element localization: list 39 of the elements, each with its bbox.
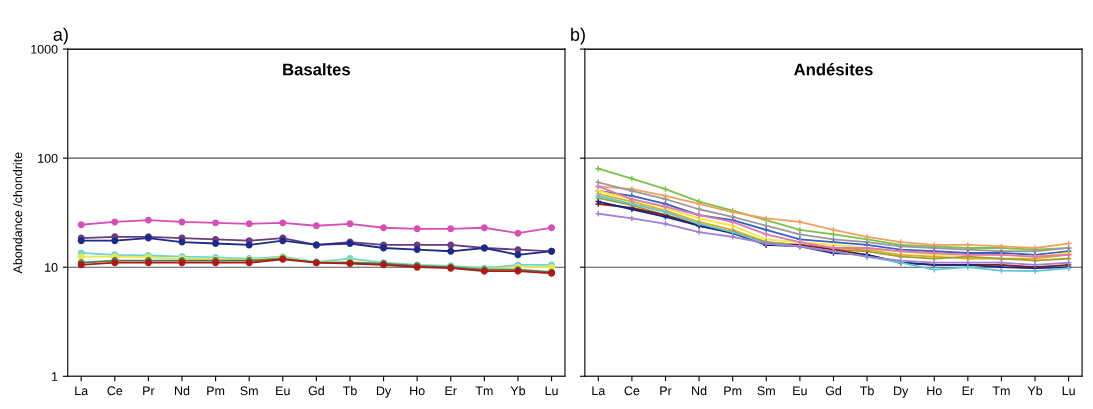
x-tick-label: Pr (660, 386, 672, 396)
x-tick-label: Sm (240, 386, 258, 396)
x-tick-label: Eu (793, 386, 807, 396)
x-tick-label: Nd (692, 386, 707, 396)
y-tick-label: 1000 (31, 44, 58, 54)
y-tick-label: 100 (38, 153, 58, 163)
x-tick-label: Gd (308, 386, 324, 396)
x-tick-label: Pm (724, 386, 742, 396)
x-tick-label: Ho (927, 386, 942, 396)
x-tick-label: Lu (1062, 386, 1075, 396)
annotation: Andésites (794, 63, 873, 76)
x-tick-label: Ce (624, 386, 640, 396)
x-tick-label: Gd (825, 386, 841, 396)
chart-title: b) (571, 27, 585, 45)
x-tick-label: Tb (342, 386, 357, 396)
x-tick-label: Er (445, 386, 457, 396)
x-tick-label: Pr (143, 386, 155, 396)
chart-title: a) (53, 27, 68, 45)
x-tick-label: Dy (376, 386, 392, 398)
x-tick-label: Sm (757, 386, 775, 396)
y-tick-label: 1 (52, 372, 58, 381)
x-tick-label: Tb (860, 386, 874, 396)
x-tick-label: Ho (410, 386, 425, 396)
x-tick-label: Tm (475, 386, 493, 396)
x-tick-label: Dy (894, 386, 909, 398)
x-tick-label: Er (962, 386, 974, 396)
y-axis-title: Abondance /chondrite (13, 152, 23, 274)
x-tick-label: Eu (276, 386, 290, 396)
x-tick-label: Pm (207, 386, 225, 396)
x-tick-label: Nd (175, 386, 190, 396)
x-tick-label: La (75, 386, 89, 396)
x-tick-label: Yb (1027, 386, 1043, 396)
annotation: Basaltes (283, 63, 350, 76)
x-tick-label: Ce (107, 386, 123, 396)
x-tick-label: Yb (510, 386, 526, 396)
x-tick-label: Tm (992, 386, 1010, 396)
x-tick-label: Lu (545, 386, 558, 396)
y-tick-label: 10 (45, 263, 58, 272)
x-tick-label: La (592, 386, 606, 396)
